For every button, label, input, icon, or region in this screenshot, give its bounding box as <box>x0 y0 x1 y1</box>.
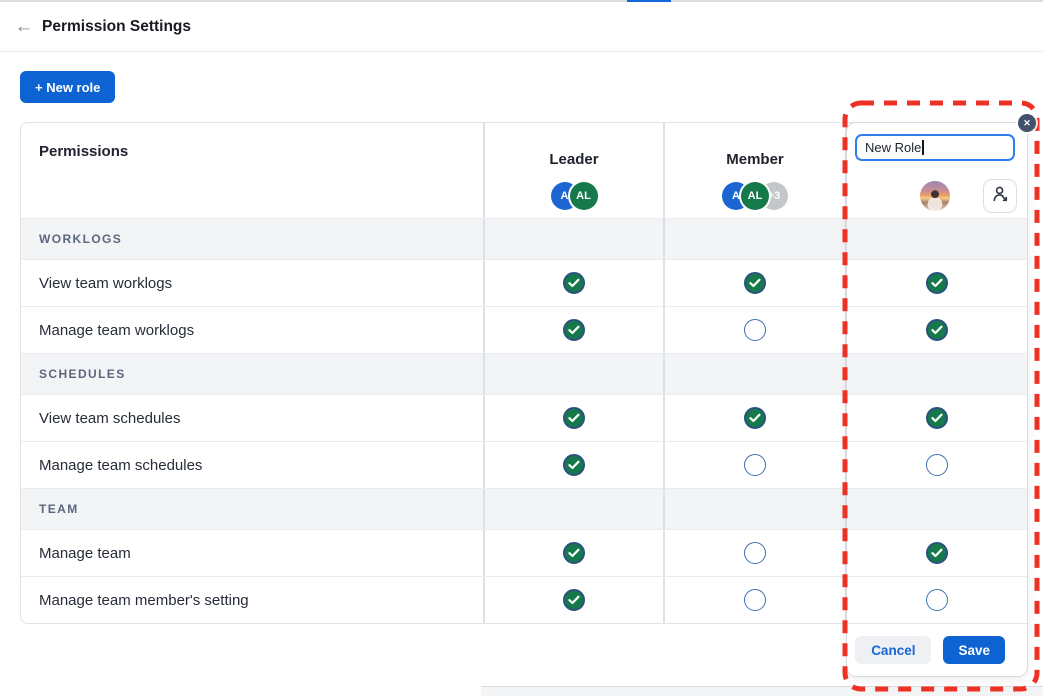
permission-denied-icon <box>744 589 766 611</box>
section-row-new-role <box>847 353 1027 394</box>
permission-label: Manage team <box>39 544 131 562</box>
section-cell <box>483 354 663 394</box>
permission-granted-icon <box>563 272 585 294</box>
permission-label: Manage team worklogs <box>39 321 195 339</box>
next-section-divider <box>481 686 1043 687</box>
permission-granted-icon <box>563 542 585 564</box>
member-permission-cell <box>663 530 845 576</box>
new-role-permission-cell <box>847 394 1027 441</box>
leader-permission-cell <box>483 260 663 306</box>
section-label: SCHEDULES <box>39 367 126 381</box>
section-cell <box>483 219 663 259</box>
section-row-new-role <box>847 218 1027 259</box>
leader-permission-cell <box>483 307 663 353</box>
section-label: WORKLOGS <box>39 232 123 246</box>
back-arrow-icon[interactable]: ← <box>14 15 34 37</box>
section-cell <box>483 489 663 529</box>
permission-denied-icon <box>744 542 766 564</box>
column-header-member: Member A AL +3 <box>663 123 845 218</box>
new-role-permission-cell <box>847 529 1027 576</box>
app-bar: ← Permission Settings <box>0 2 1043 52</box>
permission-granted-icon[interactable] <box>926 407 948 429</box>
new-role-panel: New Role Cancel Save <box>846 122 1028 677</box>
close-new-role-button[interactable]: ✕ <box>1018 114 1036 132</box>
permissions-column-header: Permissions <box>39 143 129 160</box>
permission-granted-icon <box>563 589 585 611</box>
member-permission-cell <box>663 395 845 441</box>
text-caret <box>922 140 924 155</box>
new-role-panel-header: New Role <box>847 123 1027 218</box>
add-member-button[interactable] <box>983 179 1017 213</box>
permission-denied-icon <box>744 319 766 341</box>
permission-granted-icon[interactable] <box>926 319 948 341</box>
section-cell <box>663 219 845 259</box>
permission-granted-icon <box>563 319 585 341</box>
permission-label: Manage team member's setting <box>39 591 249 609</box>
section-row-new-role <box>847 488 1027 529</box>
new-role-name-value: New Role <box>865 140 922 155</box>
permission-label: View team schedules <box>39 409 181 427</box>
top-divider <box>0 0 1043 2</box>
next-section-background <box>481 687 1043 696</box>
leader-permission-cell <box>483 395 663 441</box>
browser-tab-indicator <box>627 0 671 3</box>
permission-label: Manage team schedules <box>39 456 203 474</box>
new-role-permission-cell <box>847 576 1027 623</box>
member-permission-cell <box>663 260 845 306</box>
member-permission-cell <box>663 577 845 623</box>
new-role-permission-cell <box>847 441 1027 488</box>
member-column-title: Member <box>726 150 784 168</box>
new-role-panel-footer: Cancel Save <box>847 623 1027 676</box>
table-header-row: Permissions Leader A AL Member A AL +3 <box>21 123 1027 218</box>
avatar-AL: AL <box>741 181 769 210</box>
avatar-AL: AL <box>569 181 598 210</box>
permission-granted-icon <box>744 272 766 294</box>
permission-granted-icon[interactable] <box>926 272 948 294</box>
member-photo-avatar <box>920 181 950 211</box>
new-role-button[interactable]: + New role <box>20 71 116 103</box>
leader-column-title: Leader <box>549 150 599 168</box>
permission-granted-icon <box>563 454 585 476</box>
leader-permission-cell <box>483 530 663 576</box>
permission-granted-icon[interactable] <box>926 542 948 564</box>
new-role-panel-body <box>847 218 1027 623</box>
permission-denied-icon[interactable] <box>926 454 948 476</box>
permission-granted-icon <box>563 407 585 429</box>
new-role-avatar-row <box>847 179 1027 213</box>
leader-permission-cell <box>483 577 663 623</box>
permission-label: View team worklogs <box>39 274 173 292</box>
section-cell <box>663 489 845 529</box>
permission-denied-icon[interactable] <box>926 589 948 611</box>
leader-permission-cell <box>483 442 663 488</box>
close-icon: ✕ <box>1023 117 1031 128</box>
column-header-leader: Leader A AL <box>483 123 663 218</box>
section-cell <box>663 354 845 394</box>
leader-avatar-group: A AL <box>550 181 598 210</box>
add-person-icon <box>991 185 1009 208</box>
permission-granted-icon <box>744 407 766 429</box>
new-role-permission-cell <box>847 259 1027 306</box>
member-avatar-group: A AL +3 <box>722 181 788 210</box>
section-label: TEAM <box>39 502 79 516</box>
new-role-permission-cell <box>847 306 1027 353</box>
permission-denied-icon <box>744 454 766 476</box>
cancel-button[interactable]: Cancel <box>855 636 932 664</box>
member-permission-cell <box>663 442 845 488</box>
page-title: Permission Settings <box>42 17 192 35</box>
save-button[interactable]: Save <box>943 636 1005 664</box>
new-role-name-input[interactable]: New Role <box>855 134 1015 161</box>
member-permission-cell <box>663 307 845 353</box>
